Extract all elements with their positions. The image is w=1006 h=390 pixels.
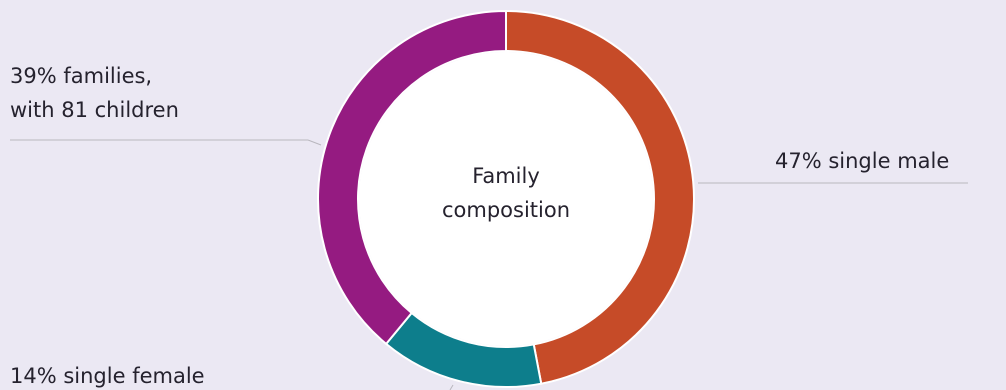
- donut-slices: [317, 9, 695, 388]
- slice-label-families-line1: 39% families,: [10, 64, 152, 88]
- slice-single-male: [505, 9, 695, 385]
- leader-line-families-tick: [307, 139, 322, 146]
- slice-families: [317, 9, 507, 346]
- slice-label-families-line2: with 81 children: [10, 98, 179, 122]
- center-label-line2: composition: [442, 198, 570, 222]
- donut-hole: [359, 52, 653, 346]
- leader-line-single-female: [449, 384, 454, 390]
- slice-label-single-male: 47% single male: [775, 149, 949, 173]
- center-label-line1: Family: [472, 164, 540, 188]
- slice-label-single-female: 14% single female: [10, 364, 205, 388]
